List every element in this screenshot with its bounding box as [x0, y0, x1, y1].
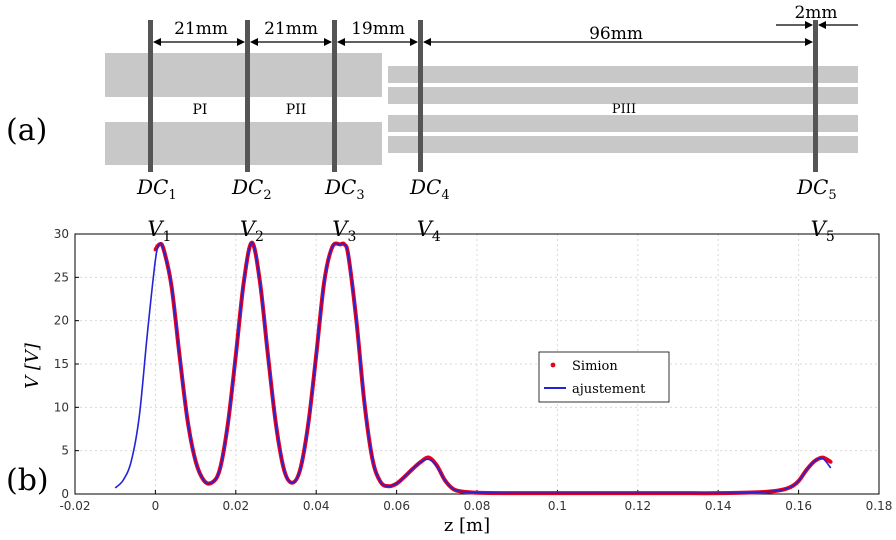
- legend-label-simion: Simion: [572, 359, 618, 374]
- plate-right-4: [388, 136, 858, 153]
- legend-marker-simion: [550, 362, 556, 368]
- plate-right-3: [388, 115, 858, 132]
- y-tick-label: 25: [54, 270, 69, 284]
- x-tick-label: 0.08: [464, 499, 491, 513]
- panel-a-label: (a): [6, 113, 47, 148]
- peak-label-v2: V2: [240, 217, 264, 245]
- series-simion-band: [153, 240, 832, 496]
- series-simion-point: [828, 460, 833, 464]
- y-tick-label: 5: [61, 444, 69, 458]
- peak-label-v3: V3: [332, 217, 356, 245]
- y-tick-label: 15: [54, 357, 69, 371]
- dim-label-4: 96mm: [589, 24, 643, 44]
- x-tick-label: 0.02: [222, 499, 249, 513]
- plate-left-top: [105, 53, 382, 97]
- x-tick-label: 0.04: [303, 499, 330, 513]
- electrode-dc1: [148, 20, 153, 172]
- dim-label-5: 2mm: [794, 3, 837, 23]
- x-tick-label: 0.18: [866, 499, 893, 513]
- region-label-pii: PII: [286, 102, 306, 118]
- electrode-label-dc4: DC4: [409, 175, 450, 203]
- y-tick-label: 0: [61, 487, 69, 501]
- y-tick-label: 10: [54, 400, 69, 414]
- electrode-dc2: [245, 20, 250, 172]
- region-label-pi: PI: [193, 102, 208, 118]
- electrode-label-dc3: DC3: [324, 175, 365, 203]
- legend-box: [538, 351, 670, 403]
- x-tick-label: -0.02: [59, 499, 90, 513]
- chart-series: [114, 240, 833, 496]
- x-tick-label: 0.1: [548, 499, 567, 513]
- legend-label-ajustement: ajustement: [572, 382, 646, 397]
- plate-right-2: [388, 87, 858, 104]
- chart-ticks: -0.02 0 0.02 0.04 0.06 0.08 0.1 0.12 0.14 0.16 0.1…: [54, 227, 893, 513]
- plate-left-bottom: [105, 122, 382, 165]
- y-tick-label: 20: [54, 314, 69, 328]
- plate-right-1: [388, 66, 858, 83]
- electrode-dc5: [813, 20, 818, 172]
- peak-label-v4: V4: [417, 217, 441, 245]
- series-ajustement-line: [114, 241, 832, 494]
- region-label-piii: PIII: [612, 102, 636, 117]
- x-tick-label: 0.12: [624, 499, 651, 513]
- dim-label-2: 21mm: [264, 19, 318, 39]
- dim-label-1: 21mm: [174, 19, 228, 39]
- x-tick-label: 0.14: [705, 499, 732, 513]
- electrode-label-dc1: DC1: [136, 175, 177, 203]
- panel-b-label: (b): [6, 463, 49, 498]
- x-tick-label: 0.06: [383, 499, 410, 513]
- x-axis-label: z [m]: [444, 515, 490, 536]
- panel-b-chart: -0.02 0 0.02 0.04 0.06 0.08 0.1 0.12 0.14 0.16 0.1…: [6, 217, 892, 536]
- peak-labels: V1 V2 V3 V4 V5: [147, 217, 834, 245]
- electrode-label-dc2: DC2: [231, 175, 272, 203]
- dim-label-3: 19mm: [351, 19, 405, 39]
- electrode-dc3: [332, 20, 337, 172]
- y-tick-label: 30: [54, 227, 69, 241]
- y-axis-label: V [V]: [22, 342, 43, 389]
- legend: Simion ajustement: [538, 351, 670, 403]
- peak-label-v1: V1: [147, 217, 171, 245]
- electrode-label-dc5: DC5: [796, 175, 837, 203]
- x-tick-label: 0.16: [785, 499, 812, 513]
- x-tick-label: 0: [152, 499, 160, 513]
- peak-label-v5: V5: [811, 217, 835, 245]
- panel-a: (a) PI PII PIII 21mm 21mm 19: [6, 3, 858, 203]
- electrode-dc4: [418, 20, 423, 172]
